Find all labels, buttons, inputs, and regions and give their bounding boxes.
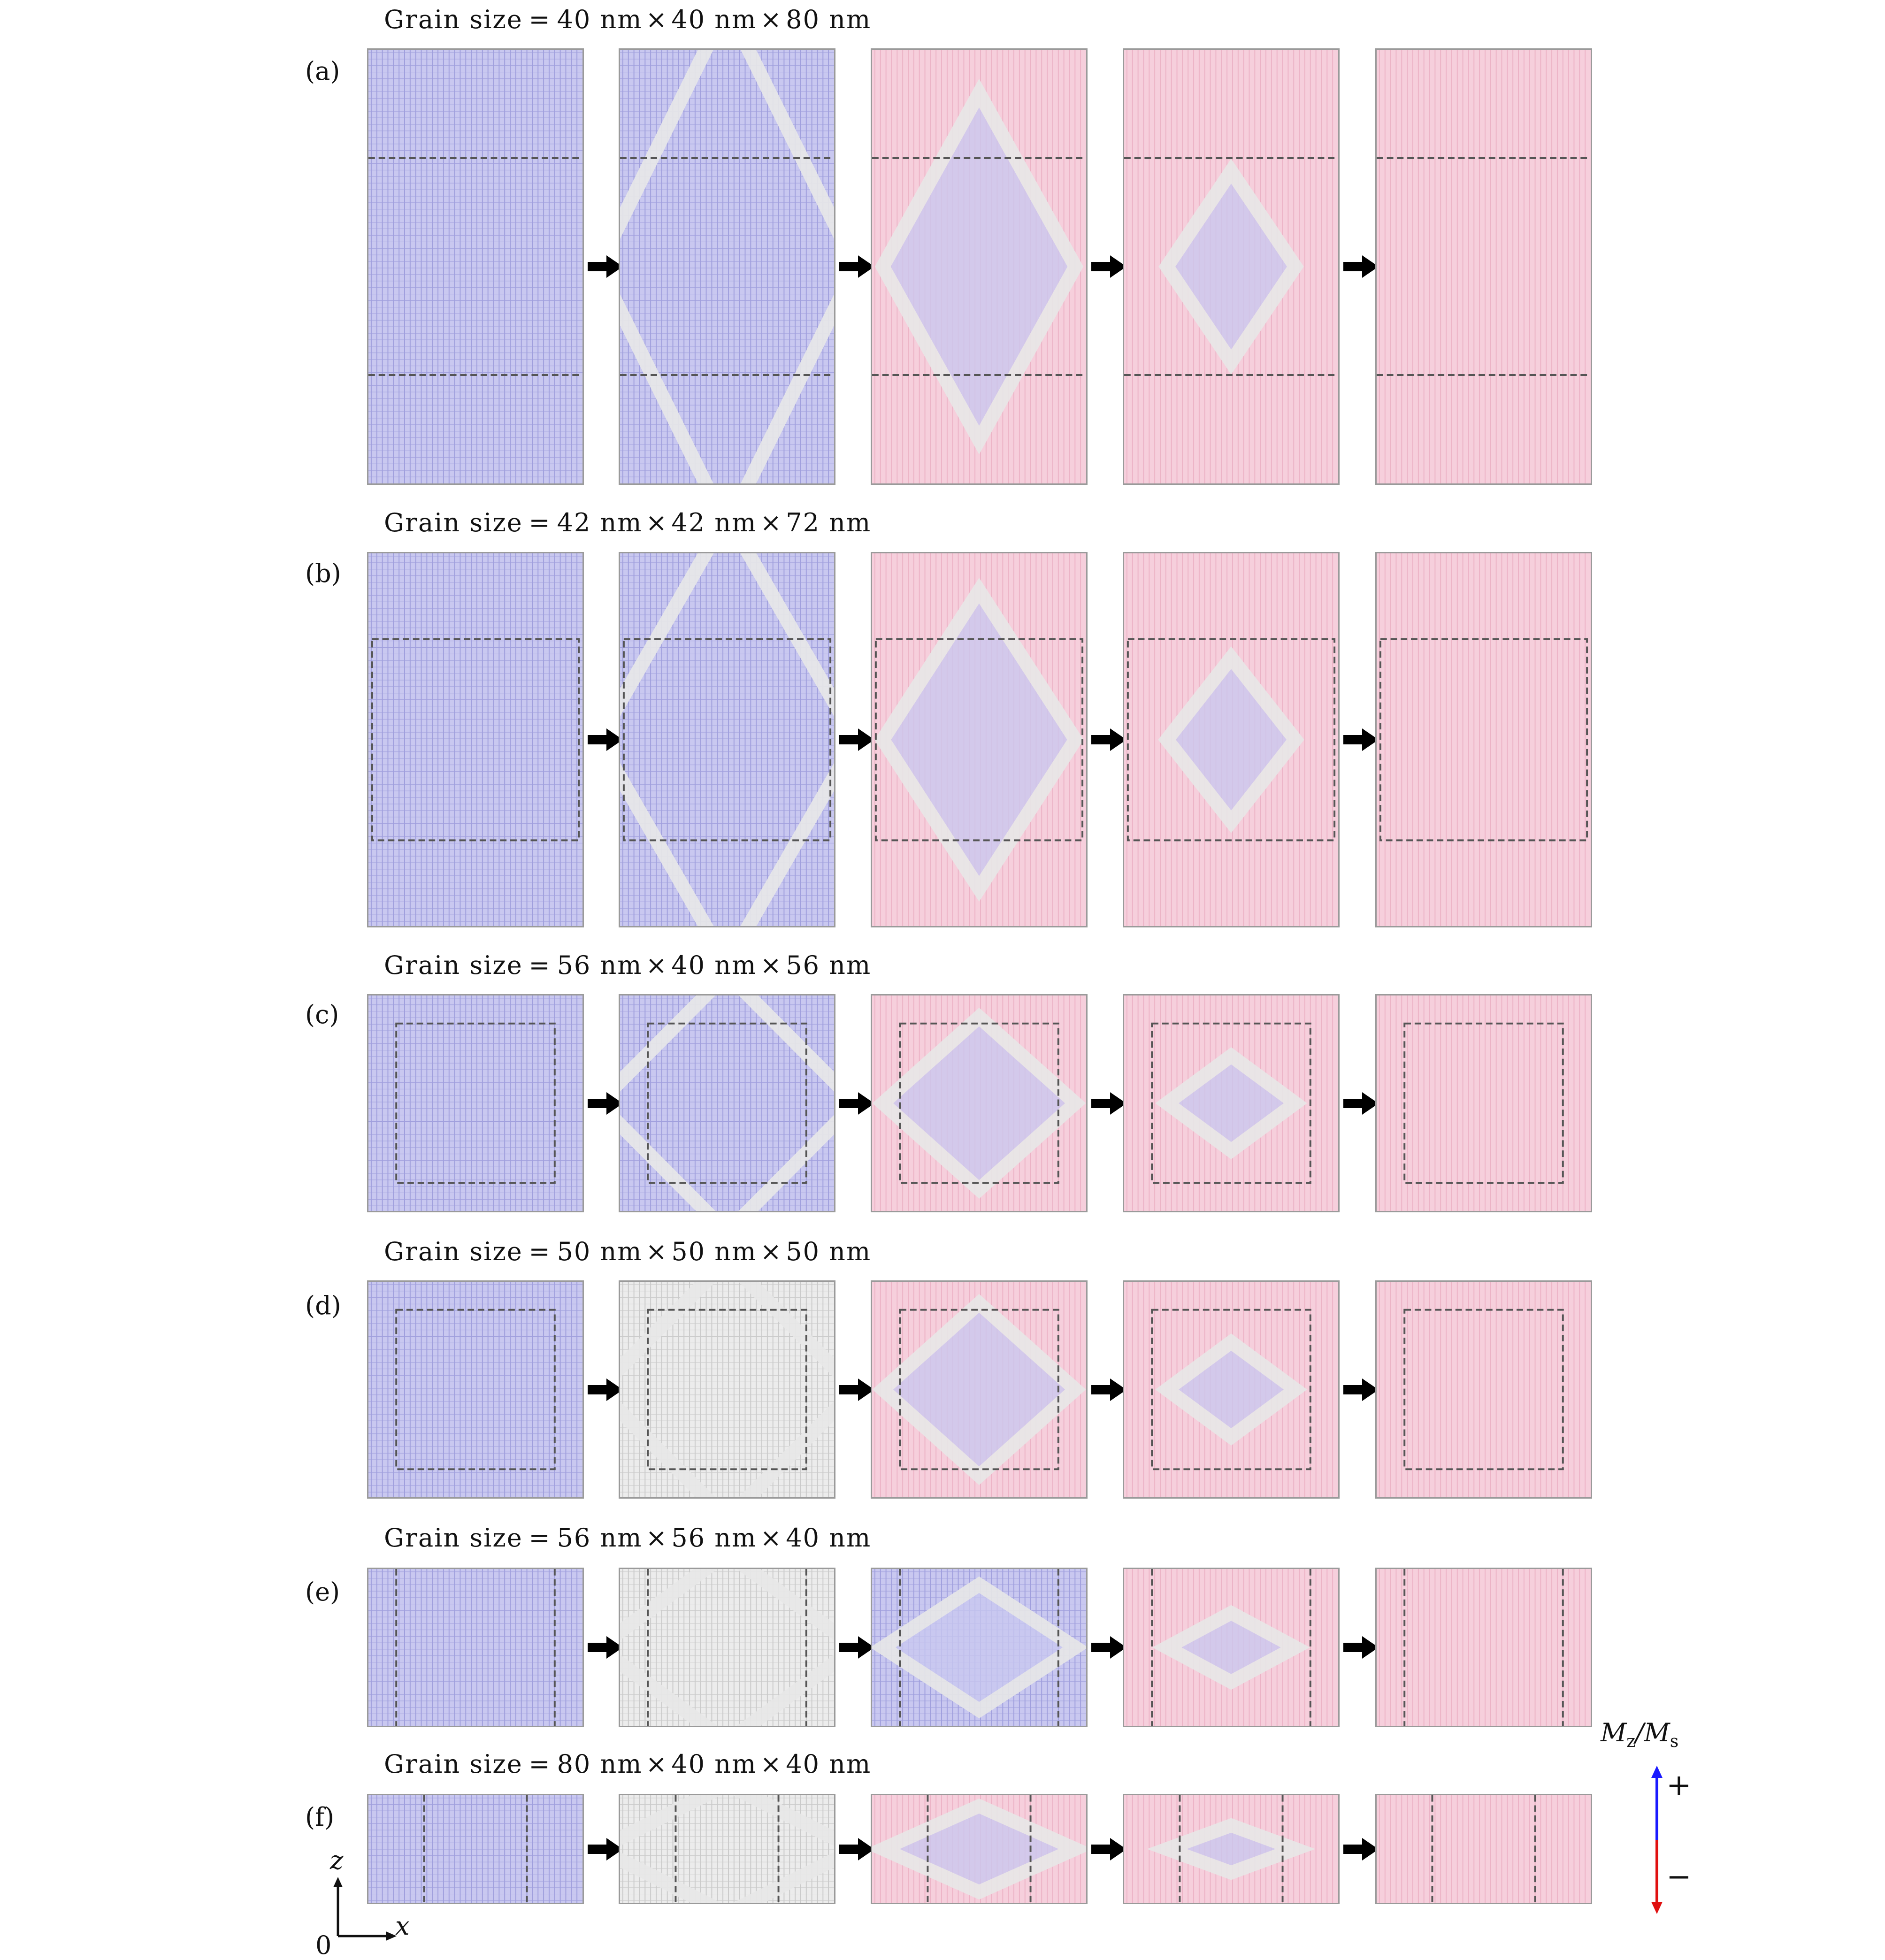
row-label: (f)	[305, 1802, 335, 1832]
magnetization-panel	[367, 1280, 584, 1499]
transition-arrow-icon	[839, 1636, 874, 1659]
row-title: Grain size = 42 nm × 42 nm × 72 nm	[384, 508, 872, 537]
transition-arrow-icon	[1091, 1378, 1126, 1401]
magnetization-panel	[619, 552, 835, 927]
axis-arrows	[333, 1877, 397, 1941]
transition-arrow-icon	[1343, 1378, 1379, 1401]
magnetization-panel	[871, 1280, 1088, 1499]
magnetization-panel	[1375, 1280, 1592, 1499]
transition-arrow-icon	[588, 255, 623, 278]
magnetization-panel	[1123, 48, 1340, 485]
magnetization-panel	[1375, 552, 1592, 927]
legend-plus: +	[1666, 1768, 1692, 1803]
row-label: (b)	[305, 559, 341, 588]
legend-arrows	[1651, 1766, 1663, 1914]
legend-minus: −	[1666, 1860, 1692, 1894]
row-title: Grain size = 56 nm × 56 nm × 40 nm	[384, 1523, 872, 1553]
transition-arrow-icon	[588, 1636, 623, 1659]
z-axis-label: z	[330, 1845, 344, 1875]
transition-arrow-icon	[588, 1378, 623, 1401]
magnetization-panel	[871, 1568, 1088, 1727]
transition-arrow-icon	[1343, 255, 1379, 278]
transition-arrow-icon	[588, 1092, 623, 1115]
magnetization-panel	[1123, 1568, 1340, 1727]
magnetization-panel	[1375, 1794, 1592, 1904]
transition-arrow-icon	[588, 1838, 623, 1860]
transition-arrow-icon	[1091, 255, 1126, 278]
transition-arrow-icon	[1343, 728, 1379, 751]
transition-arrow-icon	[1343, 1838, 1379, 1860]
transition-arrow-icon	[839, 728, 874, 751]
magnetization-panel	[1123, 1280, 1340, 1499]
transition-arrow-icon	[839, 1378, 874, 1401]
transition-arrow-icon	[1091, 1636, 1126, 1659]
transition-arrow-icon	[1091, 1838, 1126, 1860]
magnetization-panel	[1375, 1568, 1592, 1727]
transition-arrow-icon	[839, 1838, 874, 1860]
row-label: (c)	[305, 1000, 339, 1029]
magnetization-panel	[871, 552, 1088, 927]
magnetization-panel	[619, 994, 835, 1212]
transition-arrow-icon	[588, 728, 623, 751]
magnetization-panel	[367, 1794, 584, 1904]
magnetization-panel	[619, 1280, 835, 1499]
transition-arrow-icon	[1091, 728, 1126, 751]
magnetization-panel	[871, 1794, 1088, 1904]
magnetization-panel	[367, 48, 584, 485]
row-title: Grain size = 40 nm × 40 nm × 80 nm	[384, 5, 872, 34]
magnetization-panel	[1123, 994, 1340, 1212]
legend-title: Mz/Ms	[1601, 1718, 1679, 1751]
magnetization-panel	[1375, 48, 1592, 485]
magnetization-panel	[619, 48, 835, 485]
row-title: Grain size = 50 nm × 50 nm × 50 nm	[384, 1237, 872, 1266]
magnetization-panel	[367, 552, 584, 927]
magnetization-panel	[1123, 1794, 1340, 1904]
row-label: (e)	[305, 1577, 340, 1607]
magnetization-panel	[367, 994, 584, 1212]
transition-arrow-icon	[1343, 1092, 1379, 1115]
transition-arrow-icon	[839, 255, 874, 278]
magnetization-panel	[871, 48, 1088, 485]
transition-arrow-icon	[1091, 1092, 1126, 1115]
x-axis-label: x	[395, 1911, 410, 1941]
magnetization-panel	[367, 1568, 584, 1727]
row-label: (a)	[305, 56, 340, 86]
magnetization-panel	[619, 1794, 835, 1904]
row-title: Grain size = 56 nm × 40 nm × 56 nm	[384, 950, 872, 980]
magnetization-panel	[1375, 994, 1592, 1212]
magnetization-panel	[1123, 552, 1340, 927]
row-label: (d)	[305, 1291, 341, 1320]
magnetization-panel	[619, 1568, 835, 1727]
transition-arrow-icon	[839, 1092, 874, 1115]
magnetization-panel	[871, 994, 1088, 1212]
row-title: Grain size = 80 nm × 40 nm × 40 nm	[384, 1749, 872, 1779]
transition-arrow-icon	[1343, 1636, 1379, 1659]
